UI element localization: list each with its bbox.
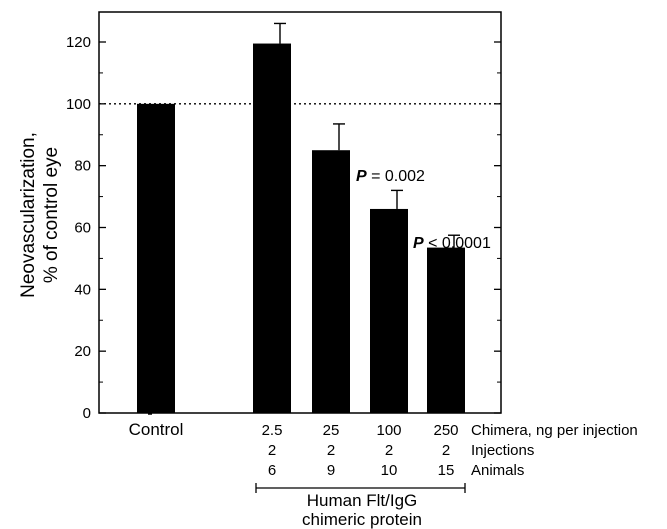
x-tick-label-0: Control (129, 420, 184, 439)
bar-2 (312, 150, 350, 414)
x-axis-labels: Control 2.5 2 6 25 2 9 100 2 10 250 2 15 (129, 413, 459, 479)
y-tick-label: 60 (74, 220, 91, 237)
bracket-label-line1: Human Flt/IgG (307, 491, 418, 510)
x-tick-label-2: 25 (323, 422, 340, 439)
animals-value-1: 6 (268, 462, 276, 479)
animals-value-3: 10 (381, 462, 398, 479)
plot-frame (98, 11, 502, 414)
p-value-annotation-0: P = 0.002 (356, 168, 425, 185)
injections-value-1: 2 (268, 442, 276, 459)
p-value-text: < 0.0001 (424, 235, 491, 252)
y-tick-label: 40 (74, 281, 91, 298)
injections-value-4: 2 (442, 442, 450, 459)
bar-0 (137, 103, 175, 413)
p-symbol: P (356, 168, 367, 185)
y-tick-label: 80 (74, 158, 91, 175)
x-tick-label-1: 2.5 (262, 422, 283, 439)
bracket-label-line2: chimeric protein (302, 510, 422, 529)
y-tick-label: 0 (83, 405, 91, 422)
treatment-bracket (255, 483, 466, 493)
animals-value-2: 9 (327, 462, 335, 479)
bar-4 (427, 247, 465, 413)
x-tick-label-3: 100 (376, 422, 401, 439)
y-axis-title-line2: % of control eye (41, 147, 62, 283)
y-axis-title: Neovascularization, % of control eye (18, 132, 62, 298)
y-tick-label: 20 (74, 343, 91, 360)
bar-1 (253, 43, 291, 413)
x-tick-label-4: 250 (433, 422, 458, 439)
p-value-text: = 0.002 (367, 168, 425, 185)
row-label-animals: Animals (471, 462, 524, 479)
bars-group (137, 43, 465, 414)
animals-value-4: 15 (438, 462, 455, 479)
row-label-chimera: Chimera, ng per injection (471, 422, 638, 439)
y-axis-ticks: 0 20 40 60 80 100 120 (66, 34, 501, 422)
y-axis-title-line1: Neovascularization, (18, 132, 39, 298)
y-tick-label: 100 (66, 96, 91, 113)
row-label-injections: Injections (471, 442, 534, 459)
injections-value-3: 2 (385, 442, 393, 459)
p-value-annotation-1: P < 0.0001 (413, 235, 491, 252)
p-symbol: P (413, 235, 424, 252)
injections-value-2: 2 (327, 442, 335, 459)
bar-3 (370, 208, 408, 413)
error-bars-group (274, 22, 460, 248)
y-tick-label: 120 (66, 34, 91, 51)
